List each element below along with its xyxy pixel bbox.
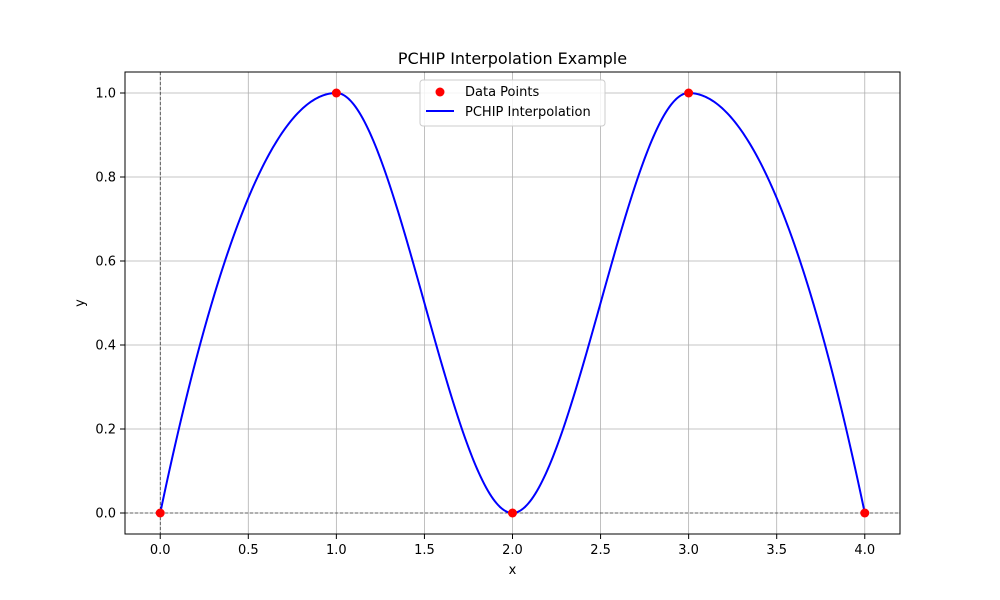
legend-label-pchip: PCHIP Interpolation <box>465 105 591 120</box>
x-tick-label: 2.0 <box>502 543 523 558</box>
legend-marker-data-points <box>435 87 445 97</box>
x-tick-label: 0.5 <box>238 543 259 558</box>
series-layer <box>155 88 870 518</box>
y-tick-label: 0.4 <box>95 339 116 354</box>
x-tick-label: 3.0 <box>678 543 699 558</box>
x-tick-label: 2.5 <box>590 543 611 558</box>
x-tick-label: 1.5 <box>414 543 435 558</box>
data-point <box>508 508 517 518</box>
data-point <box>155 508 165 518</box>
data-point <box>860 508 870 518</box>
legend: Data Points PCHIP Interpolation <box>419 79 606 127</box>
data-point <box>684 88 694 98</box>
x-axis-label: x <box>509 563 517 578</box>
axis-ticks: 0.0 0.5 1.0 1.5 2.0 2.5 3.0 3.5 4.0 0.0 0.2 0.4 0.6 0… <box>95 87 875 559</box>
y-tick-label: 0.0 <box>95 507 116 522</box>
y-tick-label: 1.0 <box>95 87 116 102</box>
x-tick-label: 4.0 <box>854 543 875 558</box>
y-tick-label: 0.6 <box>95 255 116 270</box>
x-tick-label: 0.0 <box>150 543 171 558</box>
chart-title: PCHIP Interpolation Example <box>398 49 627 68</box>
legend-box <box>419 79 606 127</box>
x-tick-label: 1.0 <box>326 543 347 558</box>
y-tick-label: 0.8 <box>95 171 116 186</box>
y-tick-label: 0.2 <box>95 423 116 438</box>
y-axis-label: y <box>73 299 88 307</box>
data-point <box>331 88 341 98</box>
x-tick-label: 3.5 <box>766 543 787 558</box>
legend-label-data-points: Data Points <box>465 85 539 100</box>
